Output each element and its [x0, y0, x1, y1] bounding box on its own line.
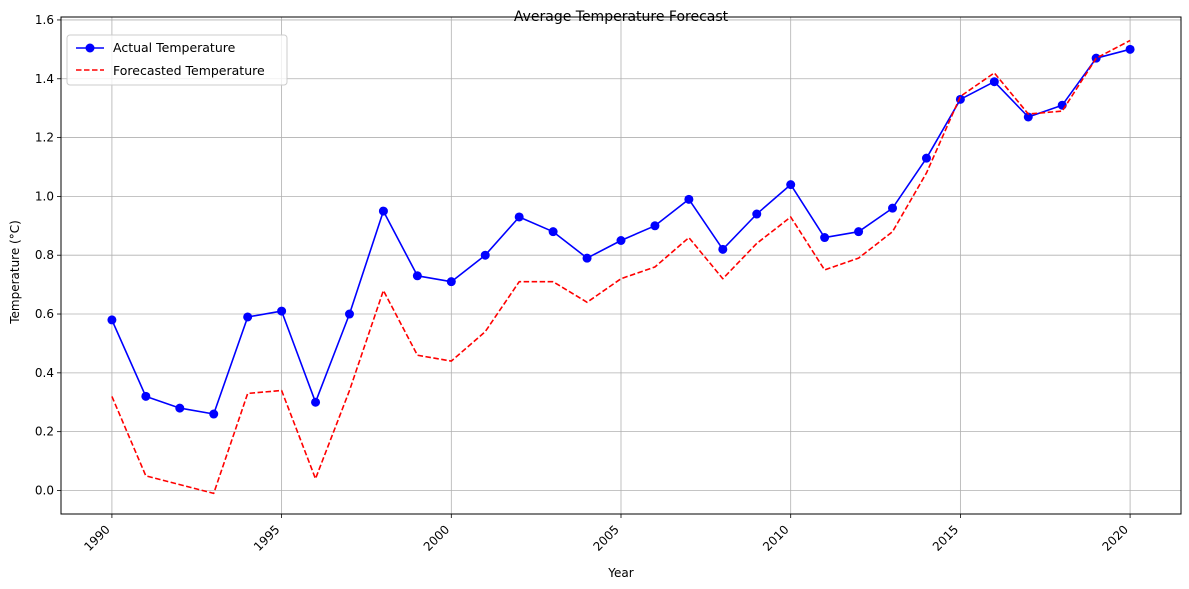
data-point — [480, 250, 490, 260]
data-point — [582, 253, 592, 263]
data-point — [243, 312, 253, 322]
data-point — [989, 77, 999, 87]
data-point — [616, 236, 626, 246]
data-point — [921, 153, 931, 163]
data-point — [650, 221, 660, 231]
data-point — [378, 206, 388, 216]
data-point — [107, 315, 117, 325]
data-point — [718, 244, 728, 254]
y-tick-label: 0.2 — [35, 425, 54, 439]
y-tick-label: 1.6 — [35, 13, 54, 27]
y-tick-label: 0.6 — [35, 307, 54, 321]
data-point — [141, 391, 151, 401]
y-axis-ticks: 0.0 0.2 0.4 0.6 0.8 1.0 1.2 1.4 1.6 — [35, 13, 61, 497]
legend: Actual Temperature Forecasted Temperatur… — [66, 34, 288, 86]
data-point — [955, 94, 965, 104]
legend-box — [66, 34, 288, 86]
data-point — [1023, 112, 1033, 122]
data-point — [277, 306, 287, 316]
series-layer — [107, 39, 1135, 495]
series-line-1 — [111, 39, 1131, 495]
y-tick-label: 0.4 — [35, 366, 54, 380]
chart-title: Average Temperature Forecast — [514, 9, 729, 25]
data-point — [888, 203, 898, 213]
y-axis-label: Temperature (°C) — [8, 220, 22, 325]
legend-actual-marker — [85, 43, 95, 53]
data-point — [514, 212, 524, 222]
data-point — [446, 277, 456, 287]
data-point — [684, 194, 694, 204]
data-point — [786, 180, 796, 190]
y-tick-label: 1.2 — [35, 131, 54, 145]
legend-forecast-label: Forecasted Temperature — [113, 63, 265, 78]
y-tick-label: 0.8 — [35, 248, 54, 262]
data-point — [820, 233, 830, 243]
data-point — [1125, 44, 1135, 54]
data-point — [344, 309, 354, 319]
y-tick-label: 0.0 — [35, 483, 54, 497]
data-point — [209, 409, 219, 419]
y-tick-label: 1.0 — [35, 189, 54, 203]
data-point — [311, 397, 321, 407]
data-point — [752, 209, 762, 219]
data-point — [548, 227, 558, 237]
y-tick-label: 1.4 — [35, 72, 54, 86]
data-point — [412, 271, 422, 281]
legend-actual-label: Actual Temperature — [113, 40, 236, 55]
data-point — [175, 403, 185, 413]
x-axis-label: Year — [607, 566, 633, 580]
data-point — [854, 227, 864, 237]
